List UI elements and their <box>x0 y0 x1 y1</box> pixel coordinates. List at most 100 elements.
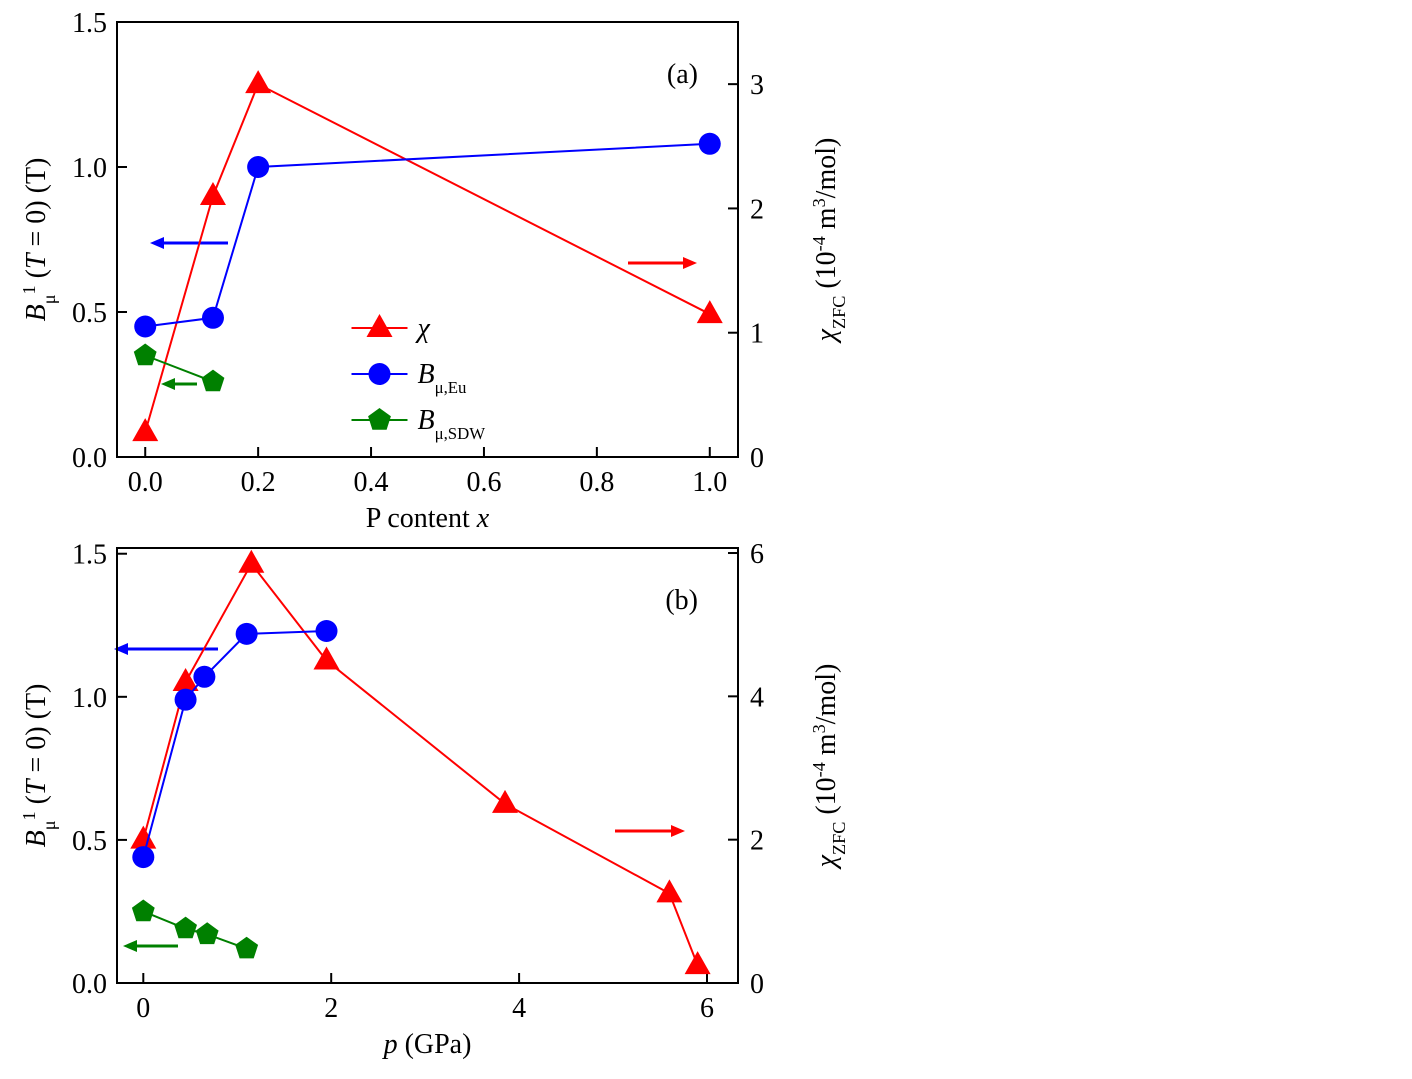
y-tick-label: 0.0 <box>72 443 107 474</box>
y-tick-label: 1.0 <box>72 683 107 714</box>
label-part: B <box>21 830 52 847</box>
x-tick-label: 2 <box>324 993 338 1024</box>
marker <box>368 408 391 430</box>
y2-tick-label: 2 <box>750 194 764 225</box>
label-part: p <box>382 1029 398 1060</box>
plot-frame <box>116 547 739 984</box>
label-part: (10 <box>811 251 842 295</box>
panel-label: (b) <box>665 585 698 616</box>
marker <box>174 916 197 939</box>
legend-name-sub: μ,SDW <box>435 424 486 443</box>
arrow-head <box>114 643 128 655</box>
legend-label: Bμ,Eu <box>418 359 468 397</box>
label-part: m <box>811 207 842 236</box>
y2-tick-label: 4 <box>750 682 764 713</box>
marker <box>134 315 157 338</box>
marker <box>492 789 519 813</box>
marker <box>313 646 340 670</box>
y-tick-label: 1.5 <box>72 540 107 571</box>
label-part: = 0) (T) <box>21 158 52 254</box>
marker <box>656 879 683 903</box>
label-part: = 0) (T) <box>21 684 52 780</box>
label-part: 3 <box>809 724 829 733</box>
marker <box>193 665 216 688</box>
arrow-head <box>150 237 164 249</box>
plot-frame <box>116 21 739 458</box>
panel-label: (a) <box>667 59 698 90</box>
legend-label: χ <box>415 313 431 344</box>
label-part: x <box>476 503 490 534</box>
legend-name: B <box>418 405 435 436</box>
label-part: -4 <box>809 236 829 251</box>
y-axis-label: Bμ1 (T = 0) (T) <box>19 158 59 322</box>
marker <box>133 343 157 366</box>
axis-arrows <box>114 237 697 952</box>
x-tick-label: 0.8 <box>579 467 614 498</box>
marker <box>245 70 272 94</box>
label-part: B <box>21 304 52 321</box>
x-tick-label: 0.0 <box>128 467 163 498</box>
marker <box>195 922 219 945</box>
x-tick-label: 0 <box>136 993 150 1024</box>
legend-name: χ <box>415 313 431 344</box>
series-line <box>144 82 711 433</box>
label-part: -4 <box>809 762 829 777</box>
label-part: ZFC <box>829 296 849 329</box>
label-part: T <box>21 251 52 269</box>
marker <box>132 418 159 442</box>
marker <box>698 132 721 155</box>
y-axis-label: Bμ1 (T = 0) (T) <box>19 684 59 848</box>
y2-tick-label: 3 <box>750 70 764 101</box>
y2-tick-label: 2 <box>750 826 764 857</box>
marker <box>130 825 157 849</box>
marker <box>238 549 265 573</box>
series-line <box>142 629 327 858</box>
marker <box>131 899 155 922</box>
y-tick-label: 1.5 <box>72 8 107 39</box>
marker <box>247 156 270 178</box>
y-tick-label: 0.0 <box>72 969 107 1000</box>
y-tick-label: 1.0 <box>72 153 107 184</box>
x-tick-label: 0.4 <box>354 467 389 498</box>
label-part: 3 <box>809 198 829 207</box>
y2-axis-label: χZFC (10-4 m3/mol) <box>809 138 849 345</box>
x-axis-label: P content x <box>366 503 490 534</box>
label-part: μ <box>39 821 59 831</box>
label-part: χ <box>811 854 842 870</box>
arrow-head <box>683 257 697 269</box>
y-tick-label: 0.5 <box>72 826 107 857</box>
series-line <box>145 142 710 328</box>
x-tick-label: 0.6 <box>466 467 501 498</box>
y2-tick-label: 0 <box>750 969 764 1000</box>
label-part: μ <box>39 295 59 305</box>
marker <box>201 369 225 392</box>
arrow-head <box>671 825 685 837</box>
label-part: /mol) <box>811 664 842 725</box>
arrow-head <box>123 940 137 952</box>
marker <box>199 182 226 205</box>
arrow-head <box>161 378 175 390</box>
x-tick-label: 6 <box>700 993 714 1024</box>
x-tick-label: 0.2 <box>241 467 276 498</box>
label-part: ( <box>21 795 52 811</box>
label-part: P content <box>366 503 477 534</box>
marker <box>235 622 258 645</box>
label-part: 1 <box>19 285 39 294</box>
label-part: m <box>811 733 842 762</box>
marker <box>235 936 259 959</box>
label-part: (10 <box>811 777 842 821</box>
y2-tick-label: 1 <box>750 319 764 350</box>
marker <box>201 306 224 329</box>
marker <box>684 951 711 975</box>
marker <box>368 363 391 385</box>
marker <box>174 688 197 711</box>
x-axis-label: p (GPa) <box>382 1029 472 1060</box>
label-part: χ <box>811 328 842 344</box>
label-part: (GPa) <box>398 1029 472 1060</box>
legend-label: Bμ,SDW <box>418 405 486 443</box>
label-part: T <box>21 777 52 795</box>
label-part: ZFC <box>829 822 849 855</box>
label-part: 1 <box>19 811 39 820</box>
label-part: /mol) <box>811 138 842 199</box>
